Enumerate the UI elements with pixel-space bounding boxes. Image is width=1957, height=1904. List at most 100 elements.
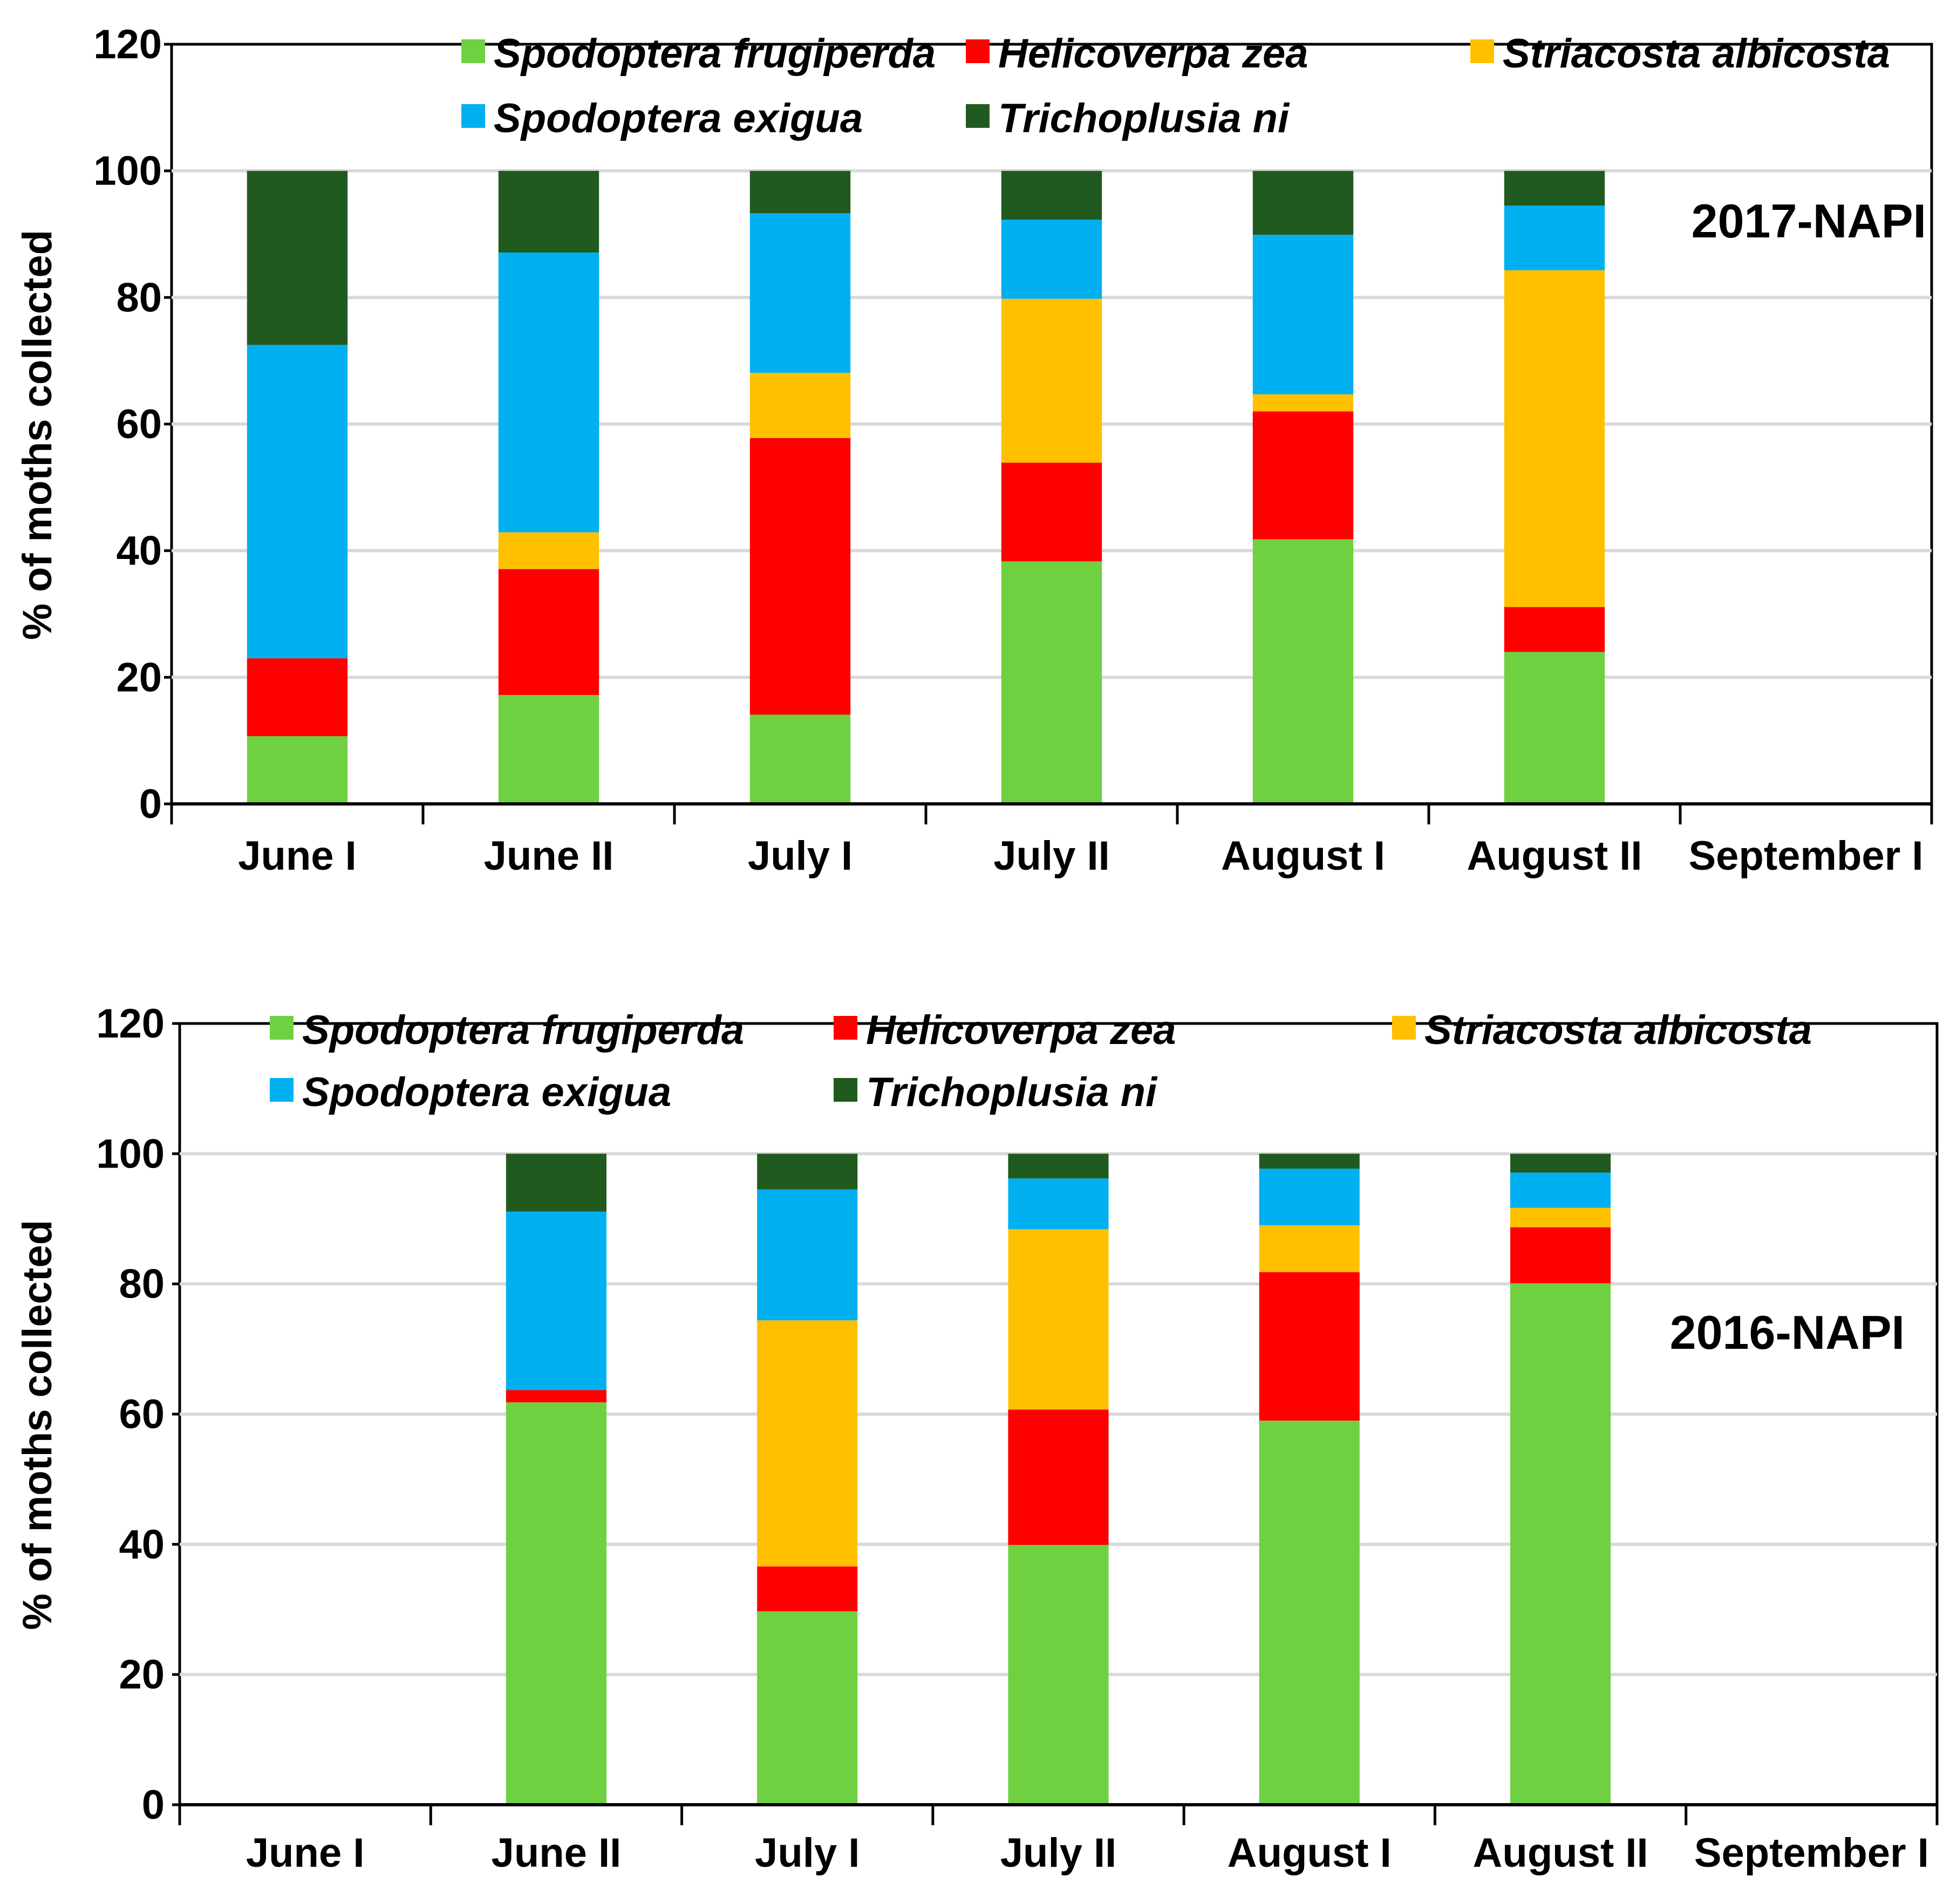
chart-panel-1: 0 20 40 60 80 100 120 % of moths collected June … [15, 22, 1933, 879]
bar-segment-spodoptera-frugiperda-august-ii [1510, 1283, 1611, 1805]
bar-segment-spodoptera-exigua-july-ii [1008, 1178, 1109, 1230]
y-tick-label: 60 [119, 1391, 165, 1437]
bar-segment-spodoptera-frugiperda-june-ii [506, 1402, 606, 1805]
y-tick-label: 120 [96, 1001, 165, 1047]
bar-segment-spodoptera-frugiperda-july-i [757, 1611, 858, 1805]
y-tick-label: 120 [93, 22, 162, 67]
y-tick-label: 80 [119, 1261, 165, 1307]
bar-segment-spodoptera-frugiperda-june-ii [498, 695, 599, 804]
legend-swatch [966, 39, 990, 63]
x-tick-label: July I [755, 1830, 860, 1876]
bar-segment-spodoptera-exigua-july-ii [1001, 220, 1102, 299]
legend-label: Striacosta albicosta [1424, 1007, 1812, 1053]
bar-segment-spodoptera-frugiperda-july-i [749, 714, 851, 804]
bar-segment-spodoptera-exigua-august-i [1259, 1169, 1360, 1226]
bar-segment-striacosta-albicosta-july-i [749, 372, 851, 438]
bar-segment-trichoplusia-ni-june-i [247, 170, 348, 345]
bar-segment-trichoplusia-ni-august-i [1252, 170, 1354, 235]
x-tick-label: August I [1228, 1830, 1392, 1876]
bar-segment-spodoptera-exigua-june-ii [506, 1211, 606, 1390]
legend-label: Spodoptera exigua [302, 1069, 671, 1115]
bar-segment-spodoptera-exigua-june-ii [498, 252, 599, 533]
legend-label: Helicoverpa zea [866, 1007, 1176, 1053]
bar-segment-helicoverpa-zea-august-i [1259, 1272, 1360, 1421]
bar-segment-trichoplusia-ni-june-ii [506, 1154, 606, 1212]
x-tick-label: September I [1694, 1830, 1929, 1876]
bar-segment-trichoplusia-ni-july-ii [1008, 1154, 1109, 1179]
panel-label: 2017-NAPI [1692, 194, 1926, 248]
legend-swatch [834, 1078, 857, 1102]
bar-segment-helicoverpa-zea-august-i [1252, 411, 1354, 540]
bar-segment-spodoptera-frugiperda-august-ii [1504, 652, 1605, 804]
x-tick-label: June II [484, 833, 614, 879]
bar-segment-trichoplusia-ni-august-ii [1504, 170, 1605, 206]
bar-segment-spodoptera-exigua-july-i [749, 213, 851, 373]
legend-swatch [270, 1016, 294, 1040]
bar-segment-spodoptera-frugiperda-june-i [247, 736, 348, 804]
bar-segment-trichoplusia-ni-july-ii [1001, 170, 1102, 220]
y-tick-label: 60 [116, 401, 162, 447]
legend-swatch [1470, 39, 1494, 63]
y-tick-label: 0 [142, 1782, 165, 1828]
y-tick-label: 40 [119, 1521, 165, 1567]
legend-swatch [966, 104, 990, 128]
x-tick-label: July II [993, 833, 1109, 879]
bar-segment-helicoverpa-zea-july-ii [1008, 1409, 1109, 1545]
y-axis-title: % of moths collected [15, 230, 60, 640]
bar-segment-trichoplusia-ni-june-ii [498, 170, 599, 253]
legend-swatch [834, 1016, 857, 1040]
bar-segment-striacosta-albicosta-july-i [757, 1320, 858, 1567]
bar-segment-striacosta-albicosta-august-ii [1510, 1207, 1611, 1227]
x-tick-label: August I [1221, 833, 1385, 879]
bar-segment-spodoptera-exigua-july-i [757, 1189, 858, 1321]
bar-segment-helicoverpa-zea-june-i [247, 658, 348, 736]
bar-segment-striacosta-albicosta-august-i [1259, 1225, 1360, 1272]
x-tick-label: June I [246, 1830, 365, 1876]
legend-label: Helicoverpa zea [998, 31, 1308, 77]
y-tick-label: 20 [116, 654, 162, 700]
bar-segment-spodoptera-exigua-august-ii [1510, 1172, 1611, 1208]
legend-swatch [461, 104, 485, 128]
bar-segment-spodoptera-frugiperda-august-i [1252, 539, 1354, 804]
bar-segment-striacosta-albicosta-july-ii [1001, 298, 1102, 463]
y-tick-label: 80 [116, 275, 162, 320]
bar-segment-spodoptera-frugiperda-july-ii [1001, 561, 1102, 804]
bar-segment-striacosta-albicosta-august-i [1252, 394, 1354, 412]
bar-segment-striacosta-albicosta-june-ii [498, 532, 599, 569]
y-axis-title: % of moths collected [15, 1220, 60, 1630]
bar-segment-trichoplusia-ni-july-i [757, 1154, 858, 1190]
legend-label: Trichoplusia ni [998, 95, 1290, 141]
legend-label: Striacosta albicosta [1503, 31, 1890, 77]
bar-segment-helicoverpa-zea-june-ii [498, 569, 599, 695]
x-tick-label: June I [238, 833, 357, 879]
bar-segment-striacosta-albicosta-july-ii [1008, 1229, 1109, 1410]
legend-label: Trichoplusia ni [866, 1069, 1158, 1115]
x-tick-label: August II [1473, 1830, 1648, 1876]
bar-segment-helicoverpa-zea-july-i [757, 1566, 858, 1612]
y-tick-label: 20 [119, 1652, 165, 1698]
bar-segment-trichoplusia-ni-august-ii [1510, 1154, 1611, 1173]
legend-label: Spodoptera exigua [494, 95, 863, 141]
x-tick-label: July II [1000, 1830, 1116, 1876]
bar-segment-striacosta-albicosta-august-ii [1504, 270, 1605, 608]
x-tick-label: August II [1467, 833, 1642, 879]
y-tick-label: 100 [93, 148, 162, 194]
bar-segment-helicoverpa-zea-august-ii [1510, 1227, 1611, 1284]
legend-swatch [1392, 1016, 1416, 1040]
bar-segment-helicoverpa-zea-june-ii [506, 1390, 606, 1403]
bar-segment-helicoverpa-zea-july-i [749, 438, 851, 715]
legend-swatch [461, 39, 485, 63]
panel-label: 2016-NAPI [1670, 1306, 1905, 1359]
bar-segment-helicoverpa-zea-august-ii [1504, 607, 1605, 652]
bar-segment-spodoptera-exigua-june-i [247, 345, 348, 659]
x-tick-label: July I [748, 833, 853, 879]
y-tick-label: 100 [96, 1131, 165, 1177]
bar-segment-spodoptera-frugiperda-july-ii [1008, 1545, 1109, 1805]
x-tick-label: June II [492, 1830, 622, 1876]
legend-label: Spodoptera frugiperda [302, 1007, 744, 1053]
bar-segment-trichoplusia-ni-july-i [749, 170, 851, 214]
chart-panel-2: 0 20 40 60 80 100 120 % of moths collected June … [15, 1001, 1939, 1876]
bar-segment-spodoptera-exigua-august-ii [1504, 206, 1605, 270]
bar-segment-trichoplusia-ni-august-i [1259, 1154, 1360, 1169]
